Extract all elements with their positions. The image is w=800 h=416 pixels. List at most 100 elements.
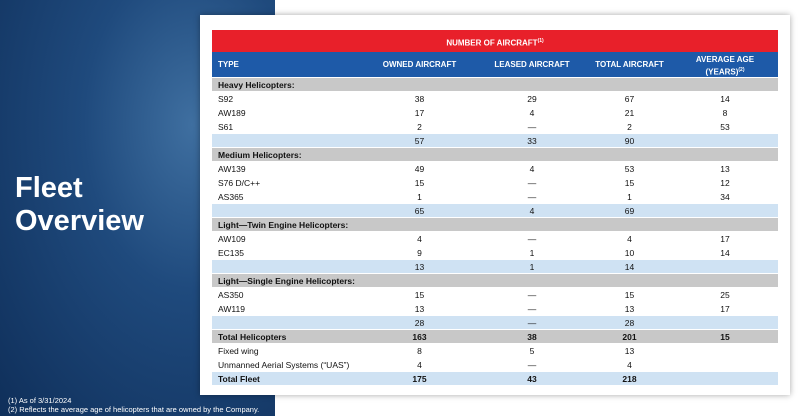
table-cell: EC135 <box>218 248 244 258</box>
table-banner: NUMBER OF AIRCRAFT(1) <box>212 30 778 52</box>
table-cell: 4 <box>627 360 632 370</box>
table-cell: 15 <box>624 178 635 188</box>
column-header: LEASED AIRCRAFT <box>494 60 570 69</box>
table-cell: AW119 <box>218 304 245 314</box>
table-cell: 4 <box>627 234 632 244</box>
section-label: Heavy Helicopters: <box>218 80 295 90</box>
table-cell: 4 <box>417 234 422 244</box>
section-label: Medium Helicopters: <box>218 150 302 160</box>
table-cell: 9 <box>417 248 422 258</box>
column-header: TOTAL AIRCRAFT <box>595 60 664 69</box>
table-cell: 12 <box>720 178 730 188</box>
section-label: Light—Single Engine Helicopters: <box>218 276 355 286</box>
table-cell: 13 <box>720 164 730 174</box>
table-cell: 8 <box>722 108 728 118</box>
header-line: (YEARS)(2) <box>672 65 778 78</box>
table-cell: 14 <box>720 248 730 258</box>
table-cell: — <box>527 192 537 202</box>
table-cell: 201 <box>622 332 637 342</box>
section-row: Medium Helicopters: <box>212 148 778 162</box>
table-cell: — <box>527 234 537 244</box>
table-row: S76 D/C++ 15 — 15 12 <box>212 176 778 190</box>
table-cell: 15 <box>414 178 425 188</box>
table-cell: 4 <box>529 108 535 118</box>
summary-row: Total Helicopters 163 38 201 15 <box>212 330 778 344</box>
table-cell: — <box>527 304 537 314</box>
summary-row: Fixed wing 8 5 13 <box>212 344 778 358</box>
table-cell: 38 <box>414 94 425 104</box>
subtotal-row: 13 1 14 <box>212 260 778 274</box>
table-cell: 4 <box>529 164 535 174</box>
table-cell: 17 <box>720 234 730 244</box>
table-cell: S61 <box>218 122 234 132</box>
table-cell: AW189 <box>218 108 246 118</box>
section-row: Light—Single Engine Helicopters: <box>212 274 778 288</box>
header-line: AVERAGE AGE <box>695 55 755 64</box>
table-cell: 14 <box>624 262 635 272</box>
table-cell: 38 <box>527 332 537 342</box>
table-cell: 10 <box>624 248 635 258</box>
table-cell: Total Fleet <box>218 374 260 384</box>
banner-text: NUMBER OF AIRCRAFT <box>446 38 538 48</box>
summary-row: Total Fleet 175 43 218 <box>212 372 778 386</box>
table-cell: 1 <box>529 262 535 272</box>
table-cell: 218 <box>622 374 637 384</box>
summary-row: Unmanned Aerial Systems (“UAS”) 4 — 4 <box>212 358 778 372</box>
table-cell: 8 <box>417 346 422 356</box>
table-cell: 53 <box>720 122 730 132</box>
table-cell: 5 <box>529 346 535 356</box>
section-row: Light—Twin Engine Helicopters: <box>212 218 778 232</box>
slide-title: Fleet Overview <box>15 172 144 238</box>
table-cell: Total Helicopters <box>218 332 287 342</box>
table-cell: 28 <box>414 318 425 328</box>
table-cell: Unmanned Aerial Systems (“UAS”) <box>218 360 350 370</box>
table-cell: 69 <box>624 206 635 216</box>
table-cell: 175 <box>412 374 427 384</box>
table-cell: 163 <box>412 332 427 342</box>
table-cell: 4 <box>529 206 535 216</box>
table-cell: S92 <box>218 94 234 104</box>
footnotes: (1) As of 3/31/2024 (2) Reflects the ave… <box>8 396 259 414</box>
header-row: TYPE OWNED AIRCRAFT LEASED AIRCRAFT TOTAL A… <box>212 52 778 78</box>
table-cell: 2 <box>417 122 422 132</box>
table-cell: 4 <box>417 360 422 370</box>
table-row: AS365 1 — 1 34 <box>212 190 778 204</box>
table-cell: AS365 <box>218 192 244 202</box>
table-row: AW189 17 4 21 8 <box>212 106 778 120</box>
table-cell: 33 <box>527 136 537 146</box>
table-cell: 17 <box>414 108 425 118</box>
table-cell: 43 <box>527 374 537 384</box>
table-row: EC135 9 1 10 14 <box>212 246 778 260</box>
column-header: AVERAGE AGE (YEARS)(2) <box>672 55 778 81</box>
table-cell: AW139 <box>218 164 246 174</box>
header-note: (2) <box>738 67 745 73</box>
table-cell: Fixed wing <box>218 346 259 356</box>
table-row: S92 38 29 67 14 <box>212 92 778 106</box>
table-cell: — <box>527 318 537 328</box>
table-cell: 21 <box>624 108 635 118</box>
table-row: AW109 4 — 4 17 <box>212 232 778 246</box>
table-cell: 15 <box>624 290 635 300</box>
section-row: Heavy Helicopters: <box>212 78 778 92</box>
column-header: OWNED AIRCRAFT <box>382 60 457 69</box>
table-cell: 49 <box>414 164 425 174</box>
table-row: AW119 13 — 13 17 <box>212 302 778 316</box>
table-cell: AW109 <box>218 234 246 244</box>
footnote: (1) As of 3/31/2024 <box>8 396 72 405</box>
table-cell: 67 <box>624 94 635 104</box>
table-cell: AS350 <box>218 290 244 300</box>
banner-note: (1) <box>537 38 544 44</box>
table-cell: 13 <box>414 262 425 272</box>
section-label: Light—Twin Engine Helicopters: <box>218 220 349 230</box>
subtotal-row: 65 4 69 <box>212 204 778 218</box>
table-cell: 65 <box>414 206 425 216</box>
table-cell: 2 <box>627 122 632 132</box>
table-cell: 34 <box>720 192 730 202</box>
subtotal-row: 28 — 28 <box>212 316 778 330</box>
table-cell: 13 <box>624 304 635 314</box>
table-cell: 1 <box>417 192 422 202</box>
subtotal-row: 57 33 90 <box>212 134 778 148</box>
table-row: S61 2 — 2 53 <box>212 120 778 134</box>
header-text: (YEARS) <box>705 67 739 77</box>
